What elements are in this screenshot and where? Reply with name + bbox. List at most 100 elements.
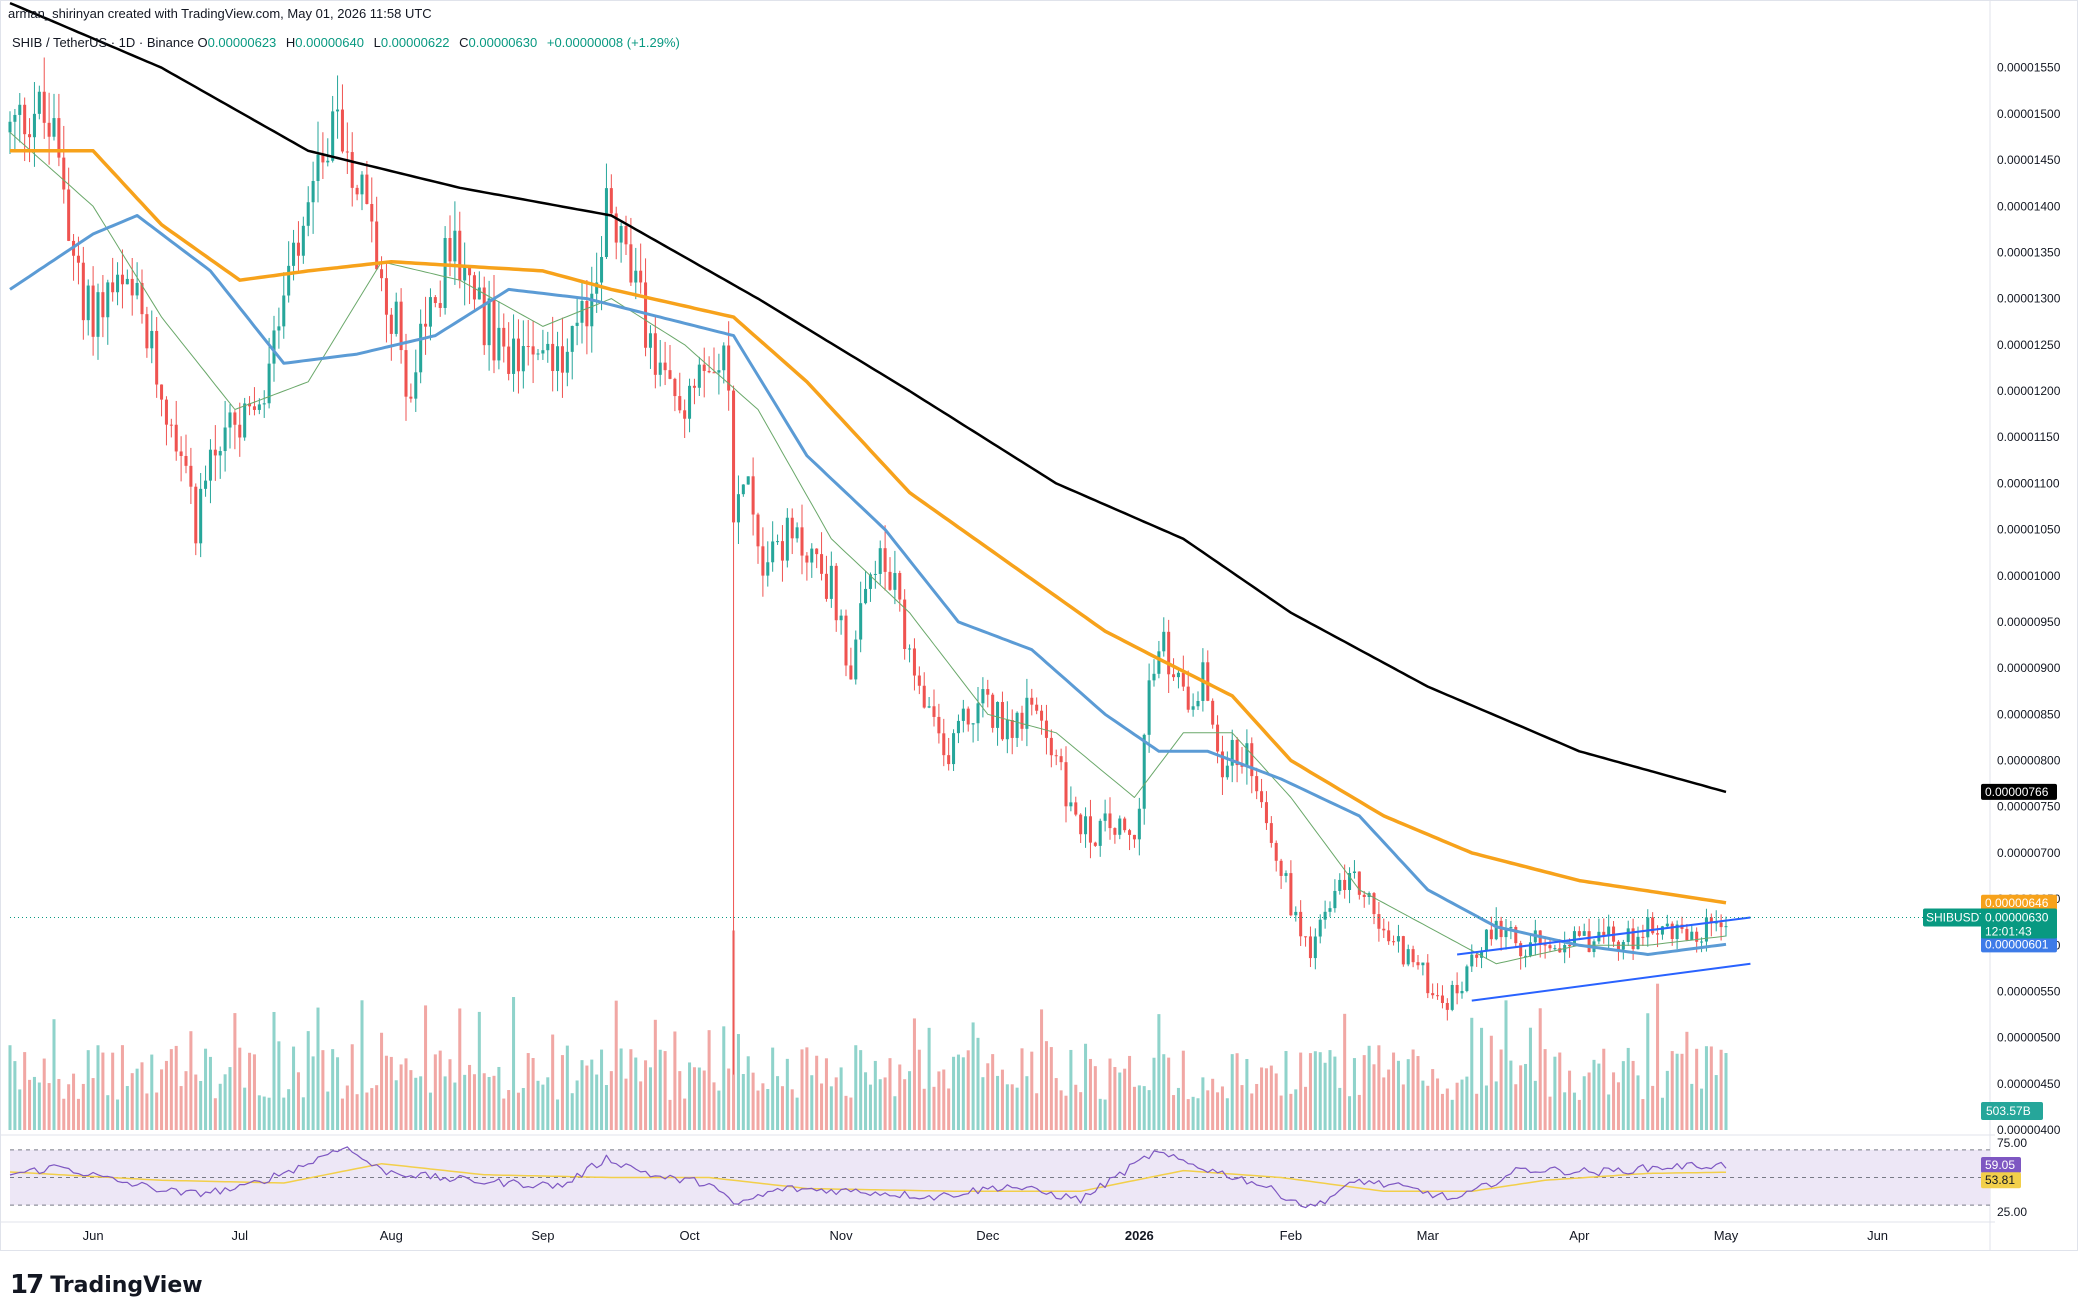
time-tick-label: Sep	[531, 1228, 554, 1243]
ma100-line[interactable]	[10, 149, 1727, 905]
rsi-ma-line[interactable]	[9, 1162, 1727, 1193]
candle-body	[1670, 923, 1674, 940]
tradingview-logo-text: TradingView	[50, 1272, 203, 1298]
candle-body	[1211, 700, 1215, 725]
candle-body	[756, 514, 760, 547]
candle-body	[912, 648, 916, 676]
candle-body	[1128, 830, 1132, 835]
rsi-line[interactable]	[9, 1146, 1727, 1209]
candle-body	[1074, 802, 1078, 815]
candle-body	[1162, 631, 1166, 652]
candle-body	[311, 181, 315, 203]
candles[interactable]	[8, 57, 1728, 1075]
candle-body	[1313, 936, 1317, 959]
candle-body	[746, 476, 750, 485]
volume-bar	[111, 1052, 115, 1130]
candle-body	[360, 174, 364, 195]
volume-bar	[1289, 1093, 1293, 1130]
symbol-badge[interactable]: SHIBUSDT	[1926, 911, 1987, 925]
volume-bar	[23, 1052, 27, 1130]
candle-body	[741, 484, 745, 495]
price-axis[interactable]: 0.00001550 0.00001500 0.00001450 0.00001400…	[1997, 61, 2061, 1137]
candle-body	[922, 685, 926, 708]
volume-bar	[1240, 1085, 1244, 1130]
volume-bar	[634, 1057, 638, 1130]
candle-body	[497, 327, 501, 361]
volume-bar	[1279, 1095, 1283, 1130]
volume-bar	[120, 1045, 124, 1130]
volume-bar	[267, 1097, 271, 1130]
volume-bar	[1035, 1093, 1039, 1130]
candle-body	[795, 527, 799, 539]
volume-bar	[57, 1078, 61, 1130]
candle-body	[13, 114, 17, 122]
volume-bar	[570, 1093, 574, 1130]
candle-body	[824, 573, 828, 599]
volume-bar	[296, 1072, 300, 1130]
volume-bar	[1514, 1084, 1518, 1130]
candle-body	[1709, 917, 1713, 924]
tradingview-logo[interactable]: 17 TradingView	[10, 1265, 203, 1305]
volume-bar	[272, 1011, 276, 1130]
volume-bar	[1196, 1098, 1200, 1130]
volume-bar	[1592, 1059, 1596, 1130]
volume-bar	[898, 1064, 902, 1130]
candle-body	[1460, 990, 1464, 994]
candle-body	[702, 364, 706, 371]
volume-bar	[37, 1082, 41, 1130]
moving-averages[interactable]	[9, 1, 1727, 965]
volume-bar	[1025, 1076, 1029, 1130]
candle-body	[32, 113, 36, 138]
volume-bar	[966, 1050, 970, 1130]
volume-bar	[673, 1031, 677, 1130]
channel-lower-line[interactable]	[1471, 962, 1751, 1002]
candle-body	[340, 109, 344, 152]
volume-bar	[565, 1045, 569, 1130]
candle-body	[306, 202, 310, 226]
volume-bar	[1245, 1058, 1249, 1130]
candle-body	[1631, 928, 1635, 950]
ma200-line[interactable]	[9, 1, 1727, 794]
ma50-line[interactable]	[9, 214, 1727, 956]
time-tick-label: Nov	[830, 1228, 854, 1243]
price-tick-label: 0.00001300	[1997, 292, 2061, 306]
candle-body	[761, 546, 765, 576]
volume-bars	[8, 930, 1728, 1130]
candle-body	[595, 282, 599, 294]
candle-body	[213, 449, 217, 456]
volume-bar	[790, 1089, 794, 1130]
candle-body	[1049, 737, 1053, 756]
candle-body	[1440, 995, 1444, 1003]
volume-bar	[1348, 1096, 1352, 1130]
candle-body	[565, 351, 569, 373]
candle-body	[150, 330, 154, 349]
candle-body	[1621, 942, 1625, 950]
candle-body	[766, 562, 770, 576]
candle-body	[810, 548, 814, 563]
candle-body	[169, 424, 173, 426]
volume-bar	[927, 1027, 931, 1130]
candle-body	[1704, 917, 1708, 942]
ascending-channel[interactable]	[1456, 916, 1751, 1002]
volume-bar	[1587, 1072, 1591, 1130]
candle-body	[1059, 756, 1063, 763]
candle-body	[384, 278, 388, 315]
volume-bar	[81, 1083, 85, 1130]
volume-bar	[1450, 1099, 1454, 1130]
symbol-title[interactable]: SHIB / TetherUS · 1D · Binance	[12, 35, 194, 50]
candle-body	[394, 301, 398, 334]
rsi-ma-value-bg	[1981, 1172, 2021, 1189]
ma20-line[interactable]	[9, 132, 1727, 965]
volume-bar	[986, 1063, 990, 1130]
channel-upper-line[interactable]	[1456, 916, 1751, 956]
candle-body	[262, 403, 266, 405]
candle-body	[644, 282, 648, 348]
candle-body	[1108, 813, 1112, 829]
volume-bar	[1572, 1092, 1576, 1130]
price-labels[interactable]: 0.000007660.000006460.000006100.00000601…	[1923, 783, 2057, 953]
candle-body	[908, 648, 912, 650]
time-axis[interactable]: Jun Jul Aug Sep Oct Nov Dec 2026 Feb Mar Apr May Jun	[83, 1228, 1888, 1243]
tradingview-logo-icon: 17	[10, 1270, 44, 1300]
